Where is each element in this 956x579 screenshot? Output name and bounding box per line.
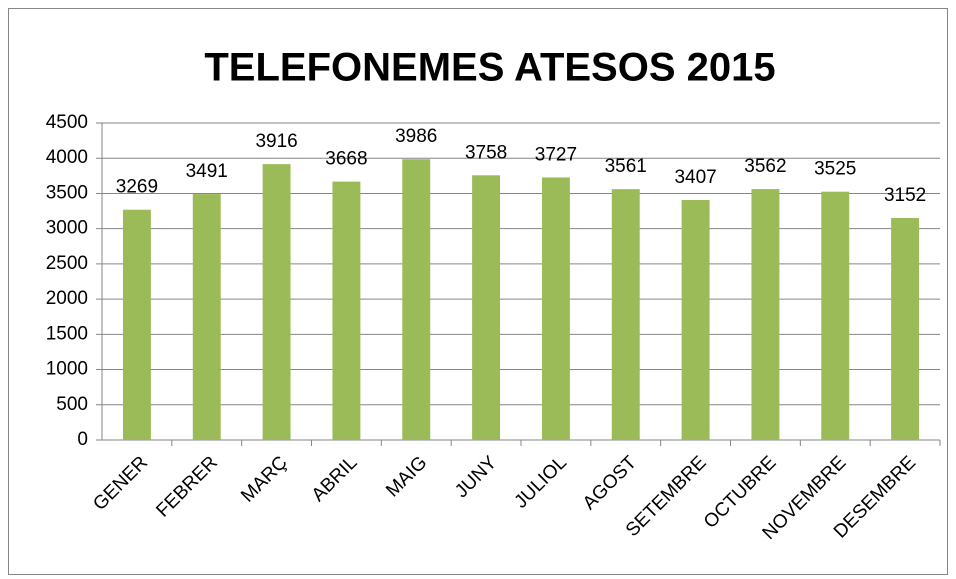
data-label: 3269 <box>116 177 158 198</box>
y-tick-label: 4500 <box>46 112 88 133</box>
data-label: 3407 <box>674 167 716 188</box>
bar <box>332 181 361 440</box>
chart-title: TELEFONEMES ATESOS 2015 <box>204 46 775 90</box>
y-tick-label: 3500 <box>46 182 88 203</box>
data-label: 3491 <box>186 161 228 182</box>
y-tick-label: 2000 <box>46 288 88 309</box>
bar <box>122 209 151 440</box>
data-label: 3986 <box>395 126 437 147</box>
data-label: 3727 <box>535 144 577 165</box>
bar <box>821 191 850 440</box>
bar <box>262 164 291 440</box>
bar <box>681 199 710 440</box>
y-tick-label: 3000 <box>46 218 88 239</box>
data-label: 3668 <box>325 149 367 170</box>
data-label: 3562 <box>744 156 786 177</box>
bar <box>611 189 640 440</box>
data-label: 3525 <box>814 159 856 180</box>
y-tick-label: 2500 <box>46 253 88 274</box>
bar <box>541 177 570 440</box>
bar <box>402 159 431 441</box>
data-label: 3758 <box>465 142 507 163</box>
y-tick-label: 500 <box>56 394 88 415</box>
data-label: 3561 <box>605 156 647 177</box>
y-tick-label: 4000 <box>46 147 88 168</box>
bar <box>891 217 920 440</box>
y-tick-label: 1500 <box>46 323 88 344</box>
data-label: 3152 <box>884 185 926 206</box>
y-tick-label: 0 <box>77 429 88 450</box>
y-tick-label: 1000 <box>46 359 88 380</box>
data-label: 3916 <box>255 131 297 152</box>
bar <box>751 189 780 440</box>
bar <box>192 194 221 440</box>
bar <box>472 175 501 440</box>
